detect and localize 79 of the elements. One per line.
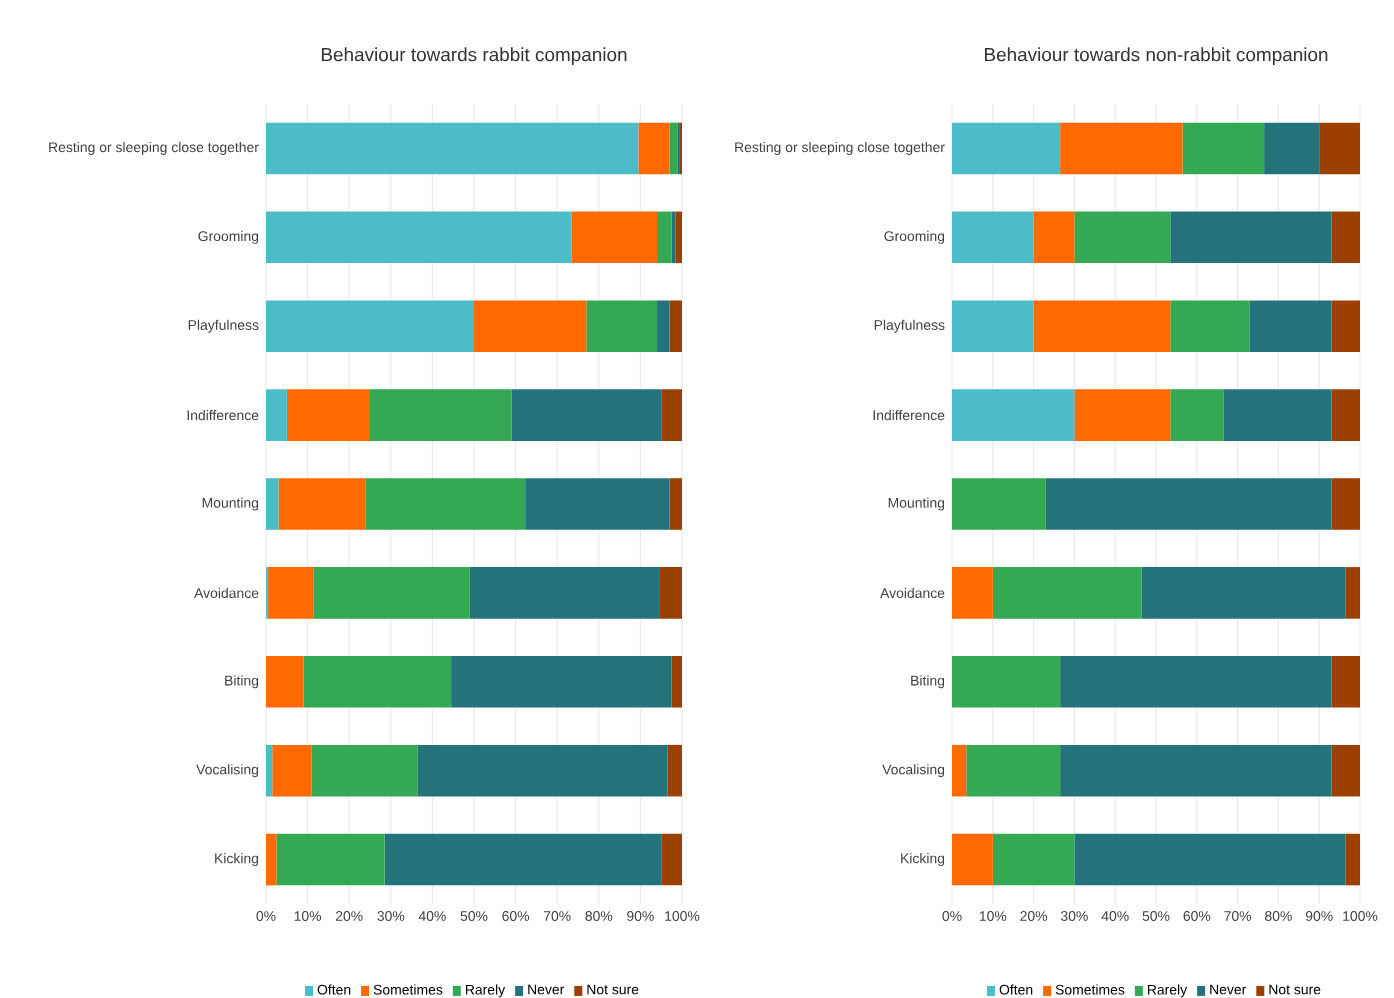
bar	[1331, 478, 1361, 530]
bar	[268, 567, 314, 619]
bar	[952, 389, 1075, 441]
bar	[1060, 744, 1332, 797]
bar	[669, 300, 683, 353]
bar	[474, 300, 587, 353]
bar	[659, 567, 683, 619]
bar	[278, 478, 366, 530]
bar	[272, 744, 312, 797]
bar	[1045, 478, 1332, 530]
bar	[1345, 567, 1361, 619]
bar	[1060, 122, 1183, 175]
bar	[667, 744, 683, 797]
bar	[266, 300, 475, 353]
bar	[1170, 300, 1250, 353]
bar	[952, 478, 1046, 530]
bar	[661, 833, 683, 886]
bar	[1249, 300, 1332, 353]
bar	[952, 300, 1034, 353]
bar	[657, 211, 672, 264]
bar	[313, 567, 470, 619]
bar	[952, 567, 993, 619]
bar	[266, 389, 287, 441]
bar	[1033, 211, 1075, 264]
bar	[992, 567, 1142, 619]
bar	[952, 211, 1034, 264]
bar	[370, 389, 512, 441]
bar	[451, 656, 672, 708]
bar	[1033, 300, 1171, 353]
bar	[266, 656, 304, 708]
bar	[657, 300, 670, 353]
bar	[469, 567, 660, 619]
bar	[952, 656, 1061, 708]
bar	[276, 833, 385, 886]
bar	[1074, 211, 1171, 264]
bar	[992, 833, 1075, 886]
bar	[303, 656, 452, 708]
bar	[1074, 389, 1171, 441]
bar	[266, 211, 572, 264]
bar	[1331, 389, 1361, 441]
bar	[1170, 389, 1224, 441]
bar	[669, 122, 678, 175]
bar	[1141, 567, 1346, 619]
bar	[1182, 122, 1265, 175]
bar	[266, 833, 277, 886]
bar	[675, 211, 683, 264]
bar	[266, 478, 279, 530]
bar	[1264, 122, 1320, 175]
bar	[1331, 300, 1361, 353]
bar	[286, 389, 370, 441]
bar	[1223, 389, 1332, 441]
bar	[526, 478, 670, 530]
bar	[669, 478, 683, 530]
chart-title: Behaviour towards non-rabbit companion	[985, 47, 1328, 66]
bar	[417, 744, 668, 797]
bar	[1331, 744, 1361, 797]
bar	[266, 122, 639, 175]
bar	[952, 833, 993, 886]
chart-title: Behaviour towards rabbit companion	[321, 47, 627, 66]
bar	[511, 389, 662, 441]
bar	[311, 744, 418, 797]
bar	[1074, 833, 1346, 886]
bar	[365, 478, 527, 530]
bar	[952, 122, 1061, 175]
bar	[266, 744, 273, 797]
bar	[1170, 211, 1332, 264]
bar	[1345, 833, 1361, 886]
bar	[1319, 122, 1361, 175]
bar	[671, 656, 683, 708]
bar	[952, 744, 967, 797]
bar	[1331, 656, 1361, 708]
bar	[384, 833, 662, 886]
bar	[586, 300, 658, 353]
bar	[638, 122, 670, 175]
bar	[966, 744, 1061, 797]
bar	[1060, 656, 1332, 708]
bar	[1331, 211, 1361, 264]
bar	[571, 211, 658, 264]
bar	[661, 389, 683, 441]
